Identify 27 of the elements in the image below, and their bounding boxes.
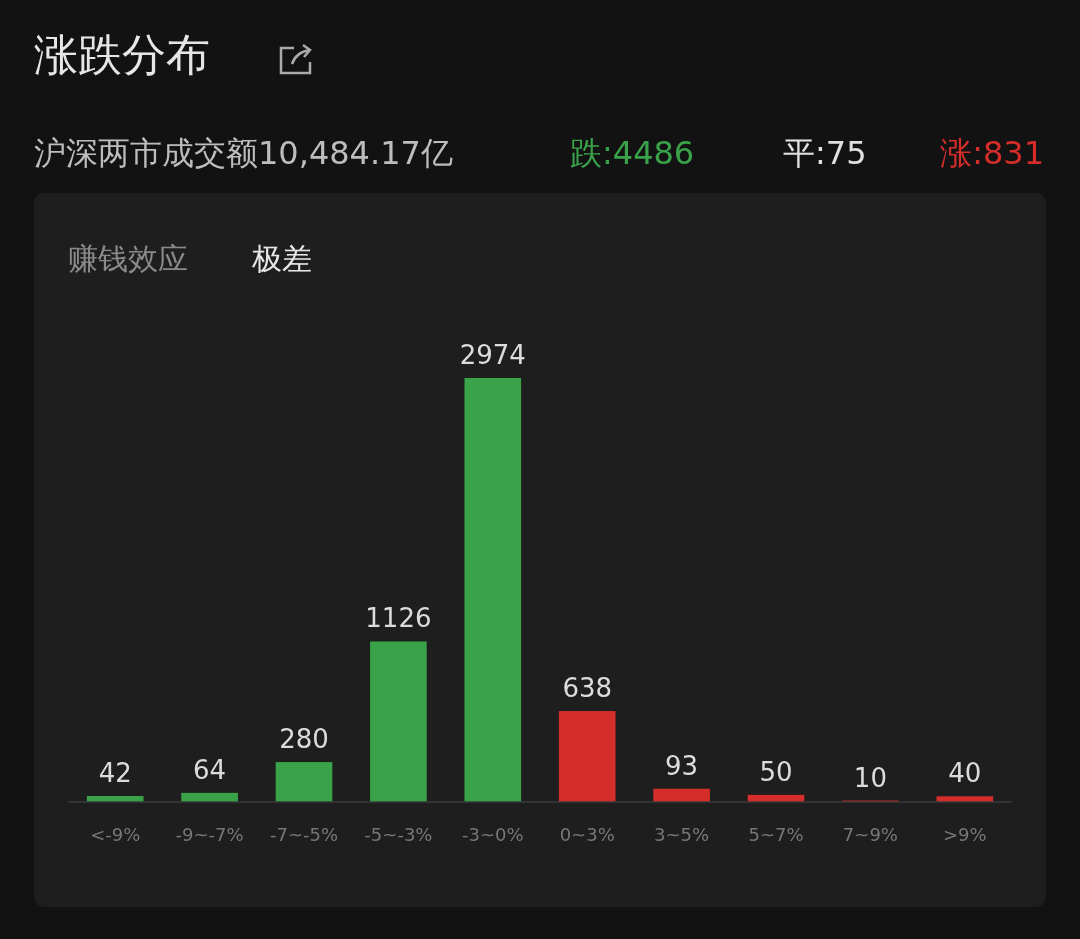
data-label: 638 bbox=[562, 673, 613, 704]
data-label: 10 bbox=[853, 762, 887, 793]
x-tick-label: -3~0% bbox=[462, 823, 524, 845]
data-label: 40 bbox=[948, 758, 982, 789]
x-tick-label: <-9% bbox=[90, 823, 141, 845]
x-tick-label: 7~9% bbox=[842, 823, 898, 845]
data-label: 64 bbox=[193, 754, 227, 785]
data-label: 93 bbox=[665, 750, 699, 781]
x-tick-label: 3~5% bbox=[654, 823, 710, 845]
x-tick-label: 5~7% bbox=[748, 823, 804, 845]
data-label: 280 bbox=[279, 724, 329, 755]
data-label: 2974 bbox=[459, 340, 526, 370]
text: 极差 bbox=[251, 241, 312, 276]
text: 平:75 bbox=[783, 134, 867, 172]
x-tick-label: -5~-3% bbox=[364, 823, 433, 845]
chart-subtitle: 沪深两市成交额10,484.17亿 bbox=[34, 134, 453, 172]
data-label: 1126 bbox=[365, 603, 432, 634]
text: 跌:4486 bbox=[570, 134, 695, 172]
x-tick-label: >9% bbox=[942, 823, 987, 845]
x-tick-label: -7~-5% bbox=[269, 823, 339, 845]
text: 涨:831 bbox=[940, 134, 1044, 172]
data-label: 50 bbox=[759, 756, 793, 787]
x-tick-label: -9~-7% bbox=[175, 823, 244, 845]
text: 赚钱效应 bbox=[68, 241, 188, 276]
x-tick-label: 0~3% bbox=[559, 823, 615, 845]
chart-title: 涨跌分布 bbox=[34, 29, 210, 80]
data-label: 42 bbox=[98, 758, 132, 789]
